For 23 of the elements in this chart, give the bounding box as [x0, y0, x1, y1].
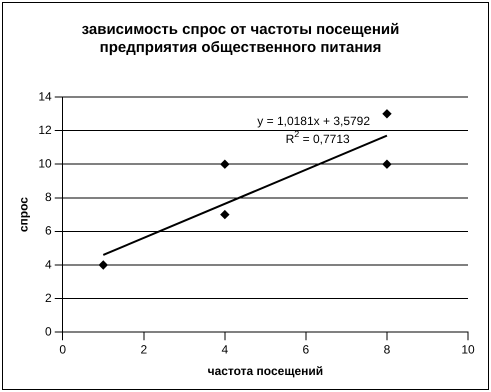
annotation: y = 1,0181x + 3,5792: [257, 114, 370, 128]
x-tick-label: 8: [384, 342, 391, 357]
point: [220, 210, 230, 220]
x-axis-title: частота посещений: [208, 364, 324, 378]
y-tick-label: 14: [38, 89, 52, 104]
point: [220, 160, 230, 169]
y-tick-label: 12: [38, 122, 52, 137]
point: [382, 160, 392, 169]
x-tick-label: 4: [222, 342, 229, 357]
x-tick-label: 0: [59, 342, 66, 357]
x-tick-label: 2: [140, 342, 148, 357]
y-tick-label: 8: [45, 190, 52, 204]
x-tick-label: 6: [302, 342, 310, 357]
y-tick-label: 2: [45, 290, 52, 305]
y-axis-title: спрос: [16, 196, 31, 232]
y-tick-label: 6: [45, 224, 52, 238]
y-tick-label: 4: [45, 257, 52, 272]
point: [382, 109, 392, 118]
y-tick-label: 10: [38, 156, 52, 171]
chart-title: зависимость спрос от частоты посещений предприятия общественного питания: [82, 21, 400, 56]
y-tick-label: 0: [45, 324, 52, 339]
point: [98, 260, 108, 270]
x-tick-label: 10: [461, 342, 475, 357]
